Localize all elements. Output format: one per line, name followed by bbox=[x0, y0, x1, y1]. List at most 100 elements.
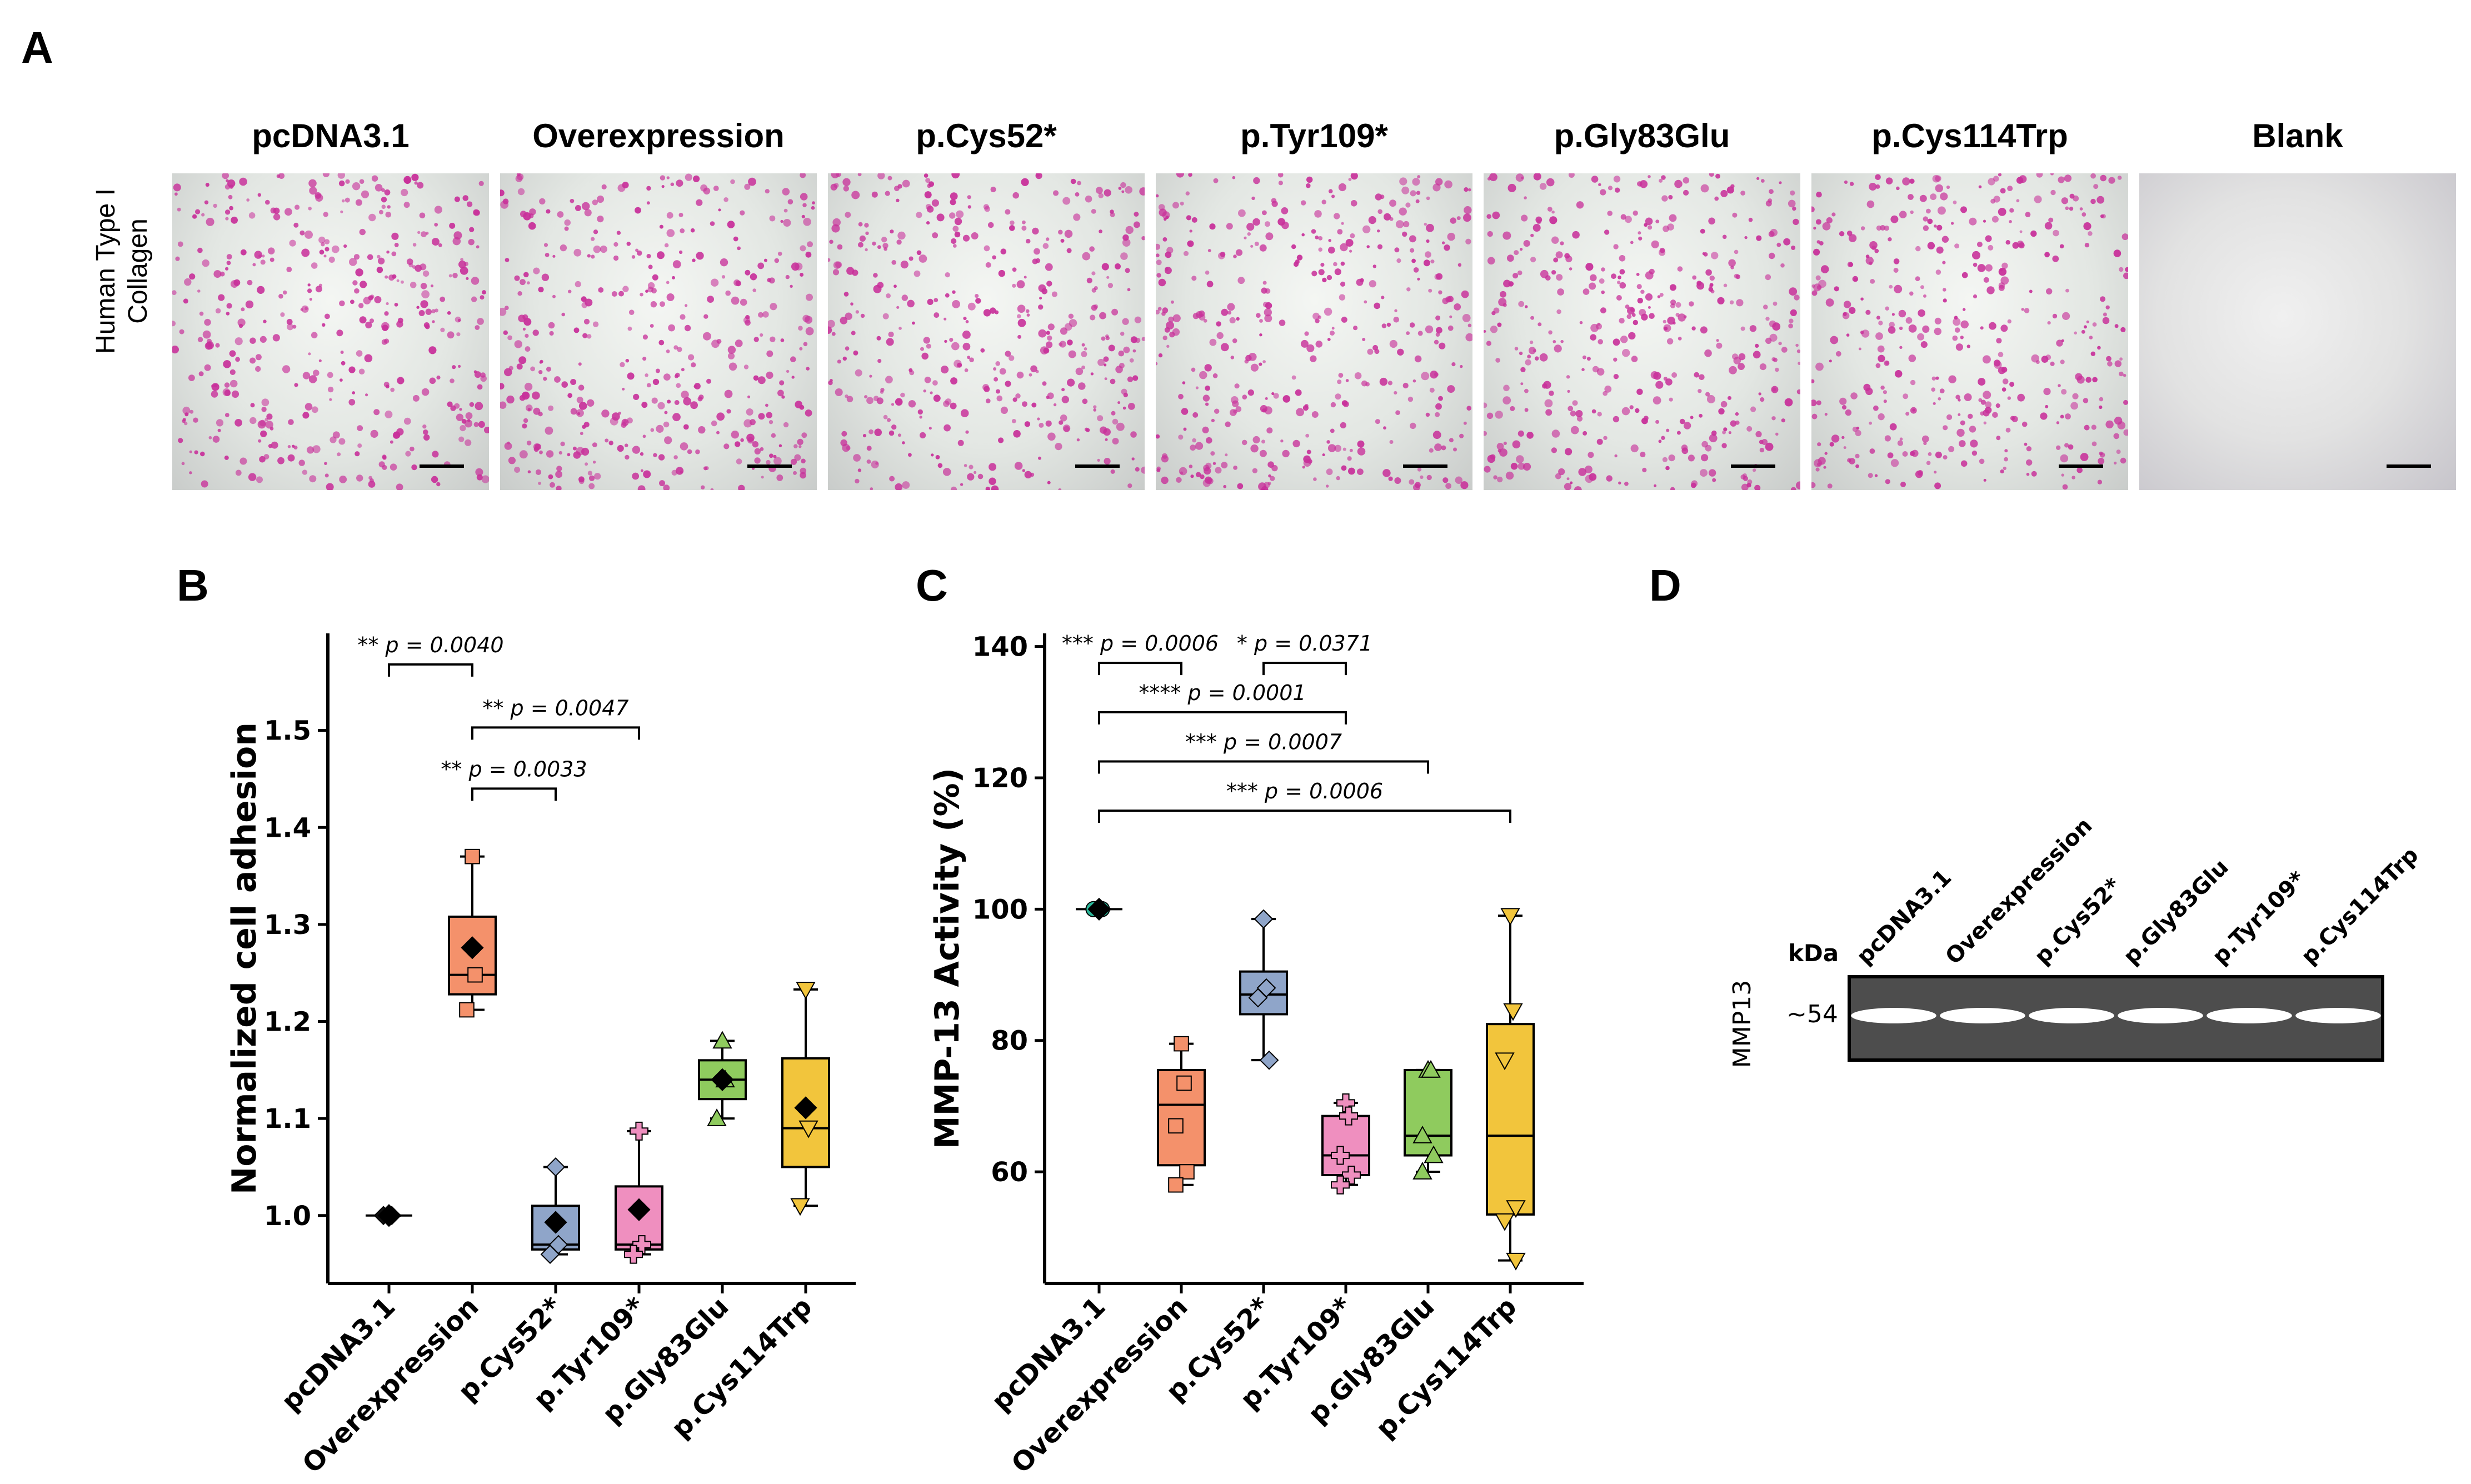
box-group-3 bbox=[1321, 1093, 1370, 1195]
box-group-0 bbox=[366, 1204, 412, 1227]
scale-bar bbox=[2387, 464, 2431, 468]
box-group-4 bbox=[1404, 1060, 1452, 1180]
p-value: p = 0.0001 bbox=[1187, 681, 1306, 705]
data-point bbox=[1331, 1146, 1350, 1165]
significance-bracket-0: *** p = 0.0006 bbox=[1062, 631, 1219, 676]
p-value: p = 0.0006 bbox=[1264, 779, 1383, 803]
panel-label-d: D bbox=[1649, 561, 1681, 610]
panel-label-c: C bbox=[916, 561, 948, 610]
box-group-5 bbox=[781, 982, 830, 1216]
mean-marker bbox=[544, 1211, 567, 1234]
significance-bracket-1: ** p = 0.0047 bbox=[471, 696, 640, 740]
iqr-box bbox=[1321, 1115, 1370, 1176]
y-tick-label: 1.4 bbox=[264, 812, 311, 843]
bracket-line bbox=[471, 726, 640, 740]
data-point bbox=[459, 1002, 475, 1018]
significance-label: * p = 0.0371 bbox=[1237, 631, 1372, 656]
scale-bar bbox=[1075, 464, 1120, 468]
band-size-label: ~54 bbox=[1786, 1000, 1838, 1028]
y-axis-label: MMP-13 Activity (%) bbox=[928, 768, 967, 1149]
scale-bar bbox=[1403, 464, 1447, 468]
y-tick-label: 80 bbox=[991, 1026, 1028, 1057]
kda-label: kDa bbox=[1788, 940, 1839, 967]
micrograph-image bbox=[172, 173, 489, 490]
data-point bbox=[546, 1157, 566, 1177]
p-value: p = 0.0040 bbox=[385, 633, 504, 657]
y-tick-label: 140 bbox=[972, 632, 1028, 663]
mean-marker bbox=[461, 936, 484, 960]
data-point bbox=[1424, 1145, 1444, 1163]
stained-cells bbox=[172, 173, 489, 490]
data-point bbox=[1176, 1075, 1192, 1091]
stars: *** bbox=[1185, 729, 1224, 754]
mean-marker bbox=[794, 1096, 817, 1120]
significance-bracket-2: ** p = 0.0033 bbox=[441, 757, 587, 801]
y-tick-label: 1.5 bbox=[264, 716, 311, 747]
data-point bbox=[790, 1198, 810, 1216]
significance-bracket-1: * p = 0.0371 bbox=[1237, 631, 1372, 676]
stars: ** bbox=[441, 757, 468, 781]
data-point bbox=[1168, 1118, 1184, 1134]
blot-membrane bbox=[1848, 975, 2384, 1062]
significance-label: ** p = 0.0033 bbox=[441, 757, 587, 781]
data-point bbox=[1506, 1252, 1526, 1271]
data-point bbox=[1174, 1036, 1189, 1052]
protein-band bbox=[2118, 1008, 2203, 1023]
data-point bbox=[1412, 1162, 1432, 1180]
panel-label-b: B bbox=[177, 561, 209, 610]
box-group-1 bbox=[448, 848, 497, 1018]
significance-label: *** p = 0.0006 bbox=[1226, 779, 1383, 803]
significance-label: *** p = 0.0007 bbox=[1185, 729, 1342, 754]
p-value: p = 0.0007 bbox=[1223, 729, 1342, 754]
micrograph-title: Blank bbox=[2252, 117, 2343, 154]
significance-bracket-2: **** p = 0.0001 bbox=[1098, 681, 1347, 724]
data-point bbox=[630, 1121, 648, 1141]
y-tick-label: 100 bbox=[972, 894, 1028, 925]
stars: **** bbox=[1139, 681, 1187, 705]
protein-band bbox=[1851, 1008, 1936, 1023]
micrograph-title: pcDNA3.1 bbox=[252, 117, 410, 154]
y-tick-label: 120 bbox=[972, 763, 1028, 794]
data-point bbox=[707, 1108, 727, 1126]
micrograph-title: p.Cys114Trp bbox=[1871, 117, 2068, 154]
micrograph-image bbox=[2139, 173, 2456, 490]
scale-bar bbox=[420, 464, 464, 468]
p-value: p = 0.0006 bbox=[1100, 631, 1219, 656]
data-point bbox=[1412, 1126, 1432, 1143]
box-group-2 bbox=[1239, 909, 1288, 1070]
y-tick-label: 1.3 bbox=[264, 910, 311, 941]
stars: * bbox=[1237, 631, 1254, 656]
micrograph-image bbox=[1811, 173, 2128, 490]
scale-bar bbox=[2059, 464, 2103, 468]
protein-band bbox=[2295, 1008, 2381, 1023]
y-axis-label: Normalized cell adhesion bbox=[225, 722, 264, 1195]
mean-marker bbox=[711, 1068, 734, 1091]
box-group-2 bbox=[531, 1157, 580, 1265]
micrograph-title: p.Cys52* bbox=[916, 117, 1057, 154]
data-point bbox=[632, 1235, 651, 1255]
significance-label: **** p = 0.0001 bbox=[1139, 681, 1306, 705]
protein-band bbox=[1940, 1008, 2025, 1023]
data-point bbox=[624, 1245, 643, 1264]
data-point bbox=[1495, 1213, 1515, 1231]
bracket-line bbox=[1098, 662, 1182, 676]
significance-label: ** p = 0.0040 bbox=[357, 633, 503, 657]
data-point bbox=[1259, 1050, 1279, 1070]
scale-bar bbox=[747, 464, 792, 468]
mean-marker bbox=[627, 1198, 651, 1221]
p-value: p = 0.0033 bbox=[468, 757, 587, 781]
stars: *** bbox=[1062, 631, 1100, 656]
micrograph-image bbox=[1156, 173, 1472, 490]
p-value: p = 0.0371 bbox=[1254, 631, 1372, 656]
lane-label: Overexpression bbox=[1941, 813, 2098, 970]
lane-label: p.Cys52* bbox=[2030, 873, 2126, 970]
mean-marker bbox=[377, 1204, 401, 1227]
scale-bar bbox=[1731, 464, 1775, 468]
significance-bracket-3: *** p = 0.0007 bbox=[1098, 729, 1429, 774]
box-group-1 bbox=[1157, 1036, 1206, 1193]
mean-marker bbox=[1087, 897, 1111, 921]
micrograph-title: p.Tyr109* bbox=[1240, 117, 1388, 154]
stained-cells bbox=[828, 173, 1145, 490]
